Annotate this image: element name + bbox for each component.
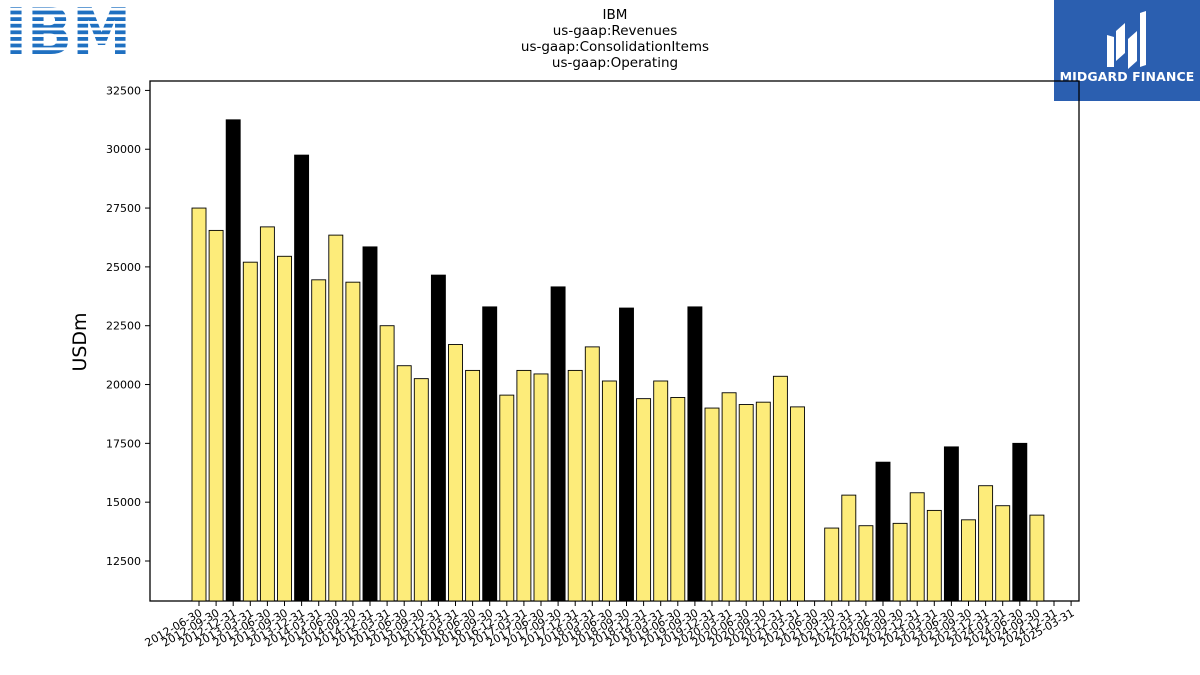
- y-tick-label: 25000: [106, 261, 141, 274]
- bar: [636, 398, 652, 602]
- x-axis: 2012-06-302012-09-302012-12-312013-03-31…: [143, 601, 1077, 650]
- y-tick-label: 15000: [106, 496, 141, 509]
- ibm-logo: IBM: [5, 4, 131, 56]
- bar: [345, 281, 361, 602]
- bar: [379, 325, 395, 602]
- chart-title-line-1: IBM: [602, 7, 628, 23]
- bar: [926, 509, 942, 602]
- bar: [499, 394, 515, 602]
- midgard-finance-logo: MIDGARD FINANCE: [1054, 0, 1200, 101]
- ibm-wordmark: IBM: [5, 4, 131, 56]
- bar: [961, 519, 976, 602]
- chart-title-line-4: us-gaap:Operating: [551, 55, 679, 71]
- bar: [584, 346, 600, 602]
- bar: [533, 373, 549, 602]
- bar: [448, 344, 463, 602]
- bar: [875, 461, 891, 602]
- bar: [294, 154, 310, 602]
- y-axis: 12500 15000 17500 20000 22500 25000 27500 30000…: [106, 84, 150, 568]
- y-tick-label: 17500: [106, 437, 141, 450]
- bar: [430, 274, 446, 602]
- bar: [755, 401, 771, 602]
- chart-title-line-2: us-gaap:Revenues: [552, 23, 678, 39]
- brand-name: MIDGARD FINANCE: [1059, 69, 1195, 84]
- bar: [619, 307, 634, 602]
- bar: [687, 306, 703, 602]
- chart-title: IBM us-gaap:Revenues us-gaap:Consolidati…: [415, 7, 815, 71]
- bar: [995, 505, 1011, 602]
- bar: [978, 485, 994, 602]
- bar: [824, 527, 840, 602]
- chart-title-line-3: us-gaap:ConsolidationItems: [520, 39, 710, 55]
- y-tick-label: 12500: [106, 555, 141, 568]
- bar: [892, 522, 908, 602]
- bar: [943, 446, 959, 602]
- bar: [738, 404, 754, 602]
- y-tick-label: 20000: [106, 379, 141, 392]
- bar: [191, 207, 207, 602]
- bar: [841, 494, 857, 602]
- bar: [277, 255, 292, 602]
- bar: [208, 229, 224, 602]
- bar: [567, 369, 583, 602]
- bar: [1029, 514, 1045, 602]
- bar: [482, 306, 498, 602]
- bar: [362, 246, 378, 602]
- bar: [396, 365, 412, 602]
- bar: [516, 369, 532, 602]
- bar: [413, 378, 429, 602]
- bar: [328, 234, 344, 602]
- bar: [704, 407, 720, 602]
- bar: [242, 261, 258, 602]
- bar: [790, 406, 805, 602]
- bar: [858, 525, 874, 602]
- bar: [670, 397, 686, 602]
- y-tick-label: 30000: [106, 143, 141, 156]
- bar: [1012, 442, 1028, 602]
- bar: [311, 279, 327, 602]
- y-axis-label: USDm: [69, 312, 91, 371]
- bar: [465, 369, 481, 602]
- bar: [721, 392, 737, 602]
- y-tick-label: 22500: [106, 320, 141, 333]
- bar: [225, 119, 241, 602]
- bar: [550, 286, 566, 602]
- bar: [259, 226, 275, 602]
- bar: [909, 492, 925, 602]
- bar: [653, 380, 669, 602]
- bar: [772, 375, 788, 602]
- midgard-mark-icon: [1107, 11, 1146, 69]
- bars: [191, 119, 1045, 602]
- y-tick-label: 32500: [106, 84, 141, 97]
- y-tick-label: 27500: [106, 202, 141, 215]
- bar: [601, 380, 617, 602]
